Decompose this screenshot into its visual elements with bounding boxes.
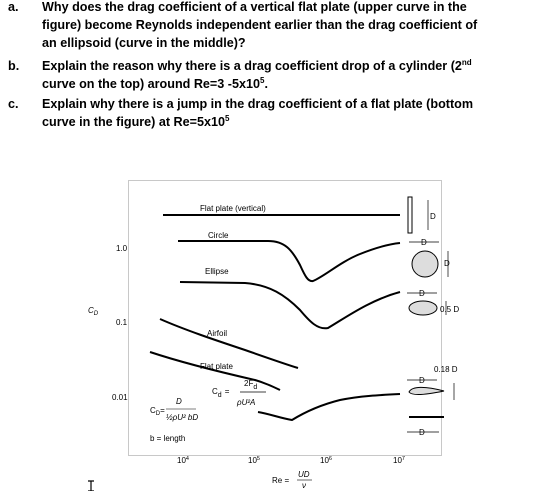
formula: ½ρU² bD [166, 413, 198, 422]
text: 2F [244, 379, 253, 388]
curve-ellipse [179, 281, 401, 330]
y-tick-label: 1.0 [116, 244, 128, 253]
formula: Cd = [212, 387, 230, 399]
superscript: 5 [225, 114, 230, 123]
dimension-label: D [430, 212, 436, 221]
text: = [160, 406, 165, 415]
x-tick-label: 106 [320, 456, 332, 465]
superscript: 6 [329, 456, 332, 462]
figure-frame [128, 180, 442, 456]
formula: ρU²A [236, 398, 255, 407]
superscript: 5 [260, 76, 265, 85]
curve-label: Flat plate [200, 362, 233, 371]
text: Explain the reason why there is a drag c… [42, 58, 472, 74]
subscript: D [94, 311, 99, 317]
dimension-label: D [419, 376, 425, 385]
curve-airfoil [159, 318, 299, 369]
text: curve in the figure) at Re=5x105 [42, 114, 230, 130]
formula: 2Fd [244, 379, 257, 391]
curve-label: Airfoil [207, 329, 227, 338]
dimension-label: D [419, 289, 425, 298]
text: 10 [177, 456, 186, 465]
subscript: D [156, 411, 161, 417]
text: . [264, 77, 268, 91]
formula: CD= [150, 406, 165, 417]
text: = [225, 387, 230, 396]
text: Why does the drag coefficient of a verti… [42, 0, 467, 14]
text: C [150, 406, 156, 415]
text: curve in the figure) at Re=5x10 [42, 115, 226, 129]
x-axis-label-den: ν [302, 481, 306, 490]
text-cursor [88, 480, 94, 491]
curve-label: Circle [208, 231, 229, 240]
length-note: b = length [150, 434, 185, 443]
dimension-label: D [444, 259, 450, 268]
curve-label: Flat plate (vertical) [200, 204, 266, 213]
text: Explain why there is a jump in the drag … [42, 97, 474, 111]
formula: D [176, 397, 182, 406]
text: an ellipsoid (curve in the middle)? [42, 36, 246, 50]
text: 10 [393, 456, 402, 465]
text: figure) become Reynolds independent earl… [42, 18, 478, 32]
subscript: d [218, 392, 222, 399]
circle-icon [411, 250, 439, 278]
text: Explain the reason why there is a drag c… [42, 59, 462, 73]
superscript: 5 [257, 456, 260, 462]
curve-circle [178, 240, 401, 283]
curve-label: Ellipse [205, 267, 229, 276]
dimension-label: 0.18 D [434, 365, 458, 374]
text: C [212, 387, 218, 396]
text: C [88, 306, 94, 315]
text: curve on the top) around Re=3 -5x10 [42, 77, 260, 91]
text: curve on the top) around Re=3 -5x105. [42, 76, 268, 92]
dimension-label: 0.5 D [440, 305, 459, 314]
marker: b. [8, 59, 20, 73]
y-tick-label: 0.01 [112, 393, 128, 402]
dimension-label: D [419, 428, 425, 437]
airfoil-icon [408, 386, 445, 395]
x-tick-label: 104 [177, 456, 189, 465]
y-tick-label: 0.1 [116, 318, 128, 327]
marker: a. [8, 0, 19, 14]
text: 10 [248, 456, 257, 465]
flat-plate-icon [409, 416, 444, 418]
ellipse-icon [408, 300, 438, 316]
x-tick-label: 107 [393, 456, 405, 465]
x-axis-label-num: UD [298, 470, 310, 479]
text: 10 [320, 456, 329, 465]
curve-flat-plate-turbulent [257, 393, 401, 422]
superscript: 4 [186, 456, 189, 462]
marker: c. [8, 97, 19, 111]
y-axis-label: CD [88, 306, 99, 317]
subscript: d [253, 384, 257, 391]
dimension-label: D [421, 238, 427, 247]
curve-flat-plate [149, 351, 281, 391]
x-axis-label: Re = [272, 476, 289, 485]
plate-icon [407, 196, 413, 234]
superscript: nd [461, 58, 472, 67]
superscript: 7 [402, 456, 405, 462]
x-tick-label: 105 [248, 456, 260, 465]
